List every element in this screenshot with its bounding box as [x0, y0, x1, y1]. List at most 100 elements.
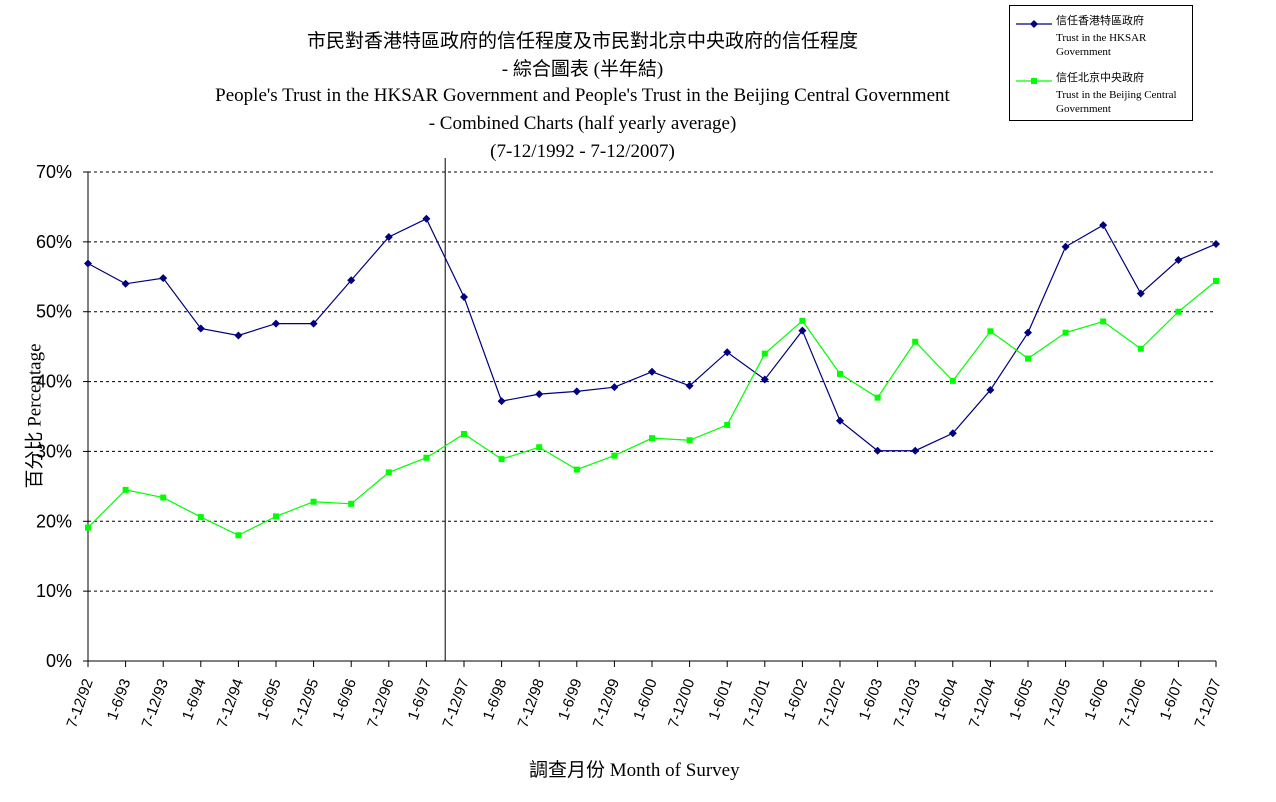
chart-subtitle-zh: - 綜合圖表 (半年結) — [501, 59, 664, 80]
data-point — [949, 377, 956, 384]
data-point — [85, 524, 91, 531]
data-point — [1100, 318, 1107, 325]
x-tick-label: 7-12/96 — [364, 677, 397, 731]
x-tick-label: 7-12/02 — [815, 677, 848, 731]
legend-label-beijing-en: Trust in the Beijing Central Government — [1056, 89, 1177, 115]
x-tick-label: 1-6/07 — [1157, 677, 1188, 723]
data-point — [121, 279, 130, 288]
x-tick-label: 7-12/01 — [740, 677, 773, 731]
data-point — [535, 390, 544, 399]
data-point — [1213, 277, 1219, 284]
data-point — [1212, 239, 1220, 248]
data-point — [461, 430, 467, 437]
legend-swatch-beijing — [1016, 78, 1052, 84]
data-point — [572, 387, 581, 396]
data-point — [536, 444, 543, 451]
data-point — [1024, 328, 1032, 337]
x-tick-label: 1-6/03 — [856, 677, 887, 723]
data-point — [309, 319, 318, 328]
data-point — [724, 421, 731, 428]
data-point — [234, 331, 243, 340]
legend-swatch-hksar — [1016, 20, 1052, 28]
data-point — [347, 276, 356, 285]
data-point — [987, 328, 994, 335]
data-point — [573, 466, 580, 473]
data-point — [761, 350, 768, 357]
chart-title-en: People's Trust in the HKSAR Government a… — [215, 85, 950, 106]
data-point — [1136, 289, 1145, 298]
series-group — [84, 214, 1220, 539]
legend-label-hksar-en: Trust in the HKSAR Government — [1056, 32, 1147, 58]
y-tick-label: 50% — [36, 302, 72, 322]
data-point — [836, 416, 844, 425]
x-tick-label: 1-6/06 — [1081, 677, 1112, 723]
data-point — [348, 500, 355, 507]
data-point — [310, 498, 317, 505]
data-point — [460, 293, 468, 302]
data-point — [986, 385, 995, 394]
x-tick-label: 1-6/02 — [781, 677, 812, 723]
data-point — [1099, 221, 1108, 230]
x-tick-label: 1-6/98 — [480, 677, 511, 723]
data-point — [197, 514, 204, 521]
x-tick-label: 7-12/00 — [665, 677, 698, 731]
data-point — [497, 397, 506, 406]
data-point — [122, 486, 129, 493]
data-point — [273, 513, 279, 520]
y-tick-labels: 0% 10% 20% 30% 40% 50% 60% 70% — [36, 162, 72, 671]
series-line-0 — [87, 218, 1217, 452]
data-point — [798, 326, 807, 335]
y-tick-label: 0% — [46, 651, 72, 671]
x-tick-label: 1-6/95 — [254, 677, 285, 723]
data-point — [1025, 355, 1031, 362]
x-tick-label: 7-12/07 — [1191, 677, 1224, 731]
data-point — [685, 381, 694, 390]
legend-label-hksar-zh: 信任香港特區政府 — [1056, 15, 1144, 27]
data-point — [799, 317, 806, 324]
data-point — [385, 469, 392, 476]
y-axis-title: 百分比 Percentage — [24, 343, 46, 489]
data-point — [1137, 345, 1144, 352]
data-point — [84, 259, 92, 268]
data-point — [686, 437, 693, 444]
x-tick-label: 7-12/03 — [891, 677, 924, 731]
x-tick-label: 7-12/05 — [1041, 677, 1074, 731]
y-tick-label: 40% — [36, 372, 72, 392]
data-point — [912, 338, 919, 345]
x-tick-label: 1-6/00 — [630, 677, 661, 723]
x-tick-label: 1-6/97 — [405, 677, 436, 723]
data-point — [272, 319, 280, 328]
x-tick-label: 7-12/93 — [139, 677, 172, 731]
chart-subtitle-en: - Combined Charts (half yearly average) — [428, 113, 737, 134]
x-tick-label: 7-12/98 — [515, 677, 548, 731]
x-tick-label: 1-6/99 — [555, 677, 586, 723]
data-point — [873, 446, 882, 455]
series-line-1 — [87, 280, 1217, 536]
data-point — [1061, 242, 1070, 251]
data-point — [384, 232, 393, 241]
x-tick-labels: 7-12/92 1-6/93 7-12/93 1-6/94 7-12/94 1-6/95 7… — [63, 677, 1224, 731]
data-point — [837, 370, 843, 377]
x-tick-label: 7-12/97 — [439, 677, 472, 731]
x-tick-label: 1-6/04 — [931, 677, 962, 723]
data-point — [760, 375, 769, 384]
x-tick-label: 7-12/99 — [590, 677, 623, 731]
data-point — [723, 348, 732, 357]
data-point — [196, 324, 205, 333]
x-tick-label: 1-6/05 — [1006, 677, 1037, 723]
data-point — [423, 454, 430, 461]
x-tick-label: 1-6/96 — [329, 677, 360, 723]
data-point — [235, 532, 242, 539]
data-point — [422, 214, 431, 223]
data-point — [160, 494, 167, 501]
x-tick-label: 1-6/93 — [104, 677, 135, 723]
y-tick-label: 70% — [36, 162, 72, 182]
data-point — [648, 367, 656, 376]
axes — [83, 158, 1217, 667]
chart-date-range: (7-12/1992 - 7-12/2007) — [490, 141, 675, 162]
y-tick-label: 60% — [36, 232, 72, 252]
data-point — [649, 435, 655, 442]
data-point — [1175, 308, 1182, 315]
x-tick-label: 7-12/94 — [214, 677, 247, 731]
